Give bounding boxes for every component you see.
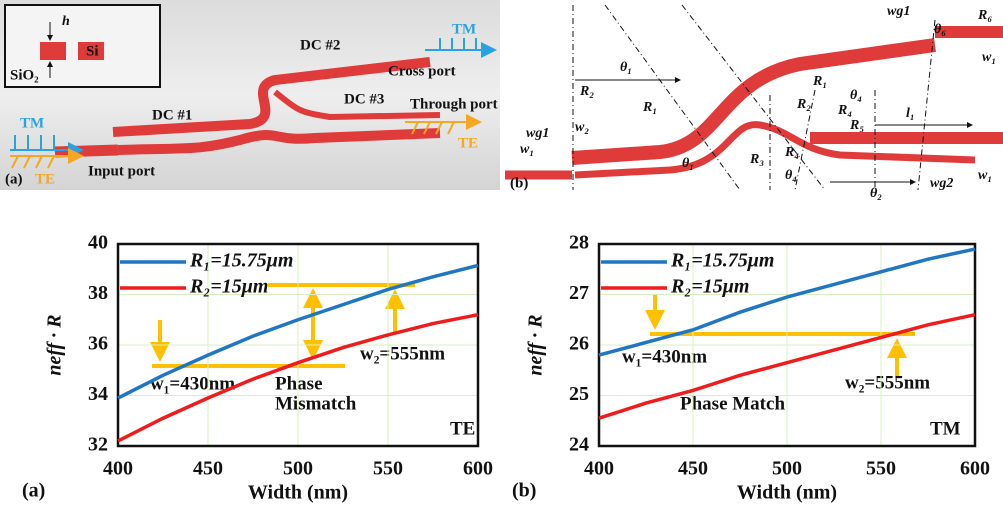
annotation: Phase Match xyxy=(680,393,785,414)
x-tick-label: 600 xyxy=(960,458,990,480)
y-axis-label: neff · R xyxy=(44,314,66,375)
y-tick-label: 32 xyxy=(88,434,108,456)
x-tick-label: 500 xyxy=(283,458,313,480)
y-tick-label: 36 xyxy=(88,333,108,355)
dimension-label: θ₁ xyxy=(620,60,632,75)
dimension-label: R₃ xyxy=(749,152,764,167)
y-axis-label: neff · R xyxy=(525,314,547,375)
y-tick-label: 25 xyxy=(569,383,589,405)
legend-label: R₁=15.75μm xyxy=(670,250,774,272)
panel-label: (b) xyxy=(512,480,536,502)
series-line xyxy=(598,247,976,357)
dimension-label: w₁ xyxy=(520,142,534,157)
mode-label: TM xyxy=(452,21,476,37)
waveguide xyxy=(117,128,441,155)
x-tick-label: 400 xyxy=(584,458,614,480)
dimension-label: wg1 xyxy=(526,126,549,141)
coupler-label: DC #2 xyxy=(300,37,340,53)
annotation: Mismatch xyxy=(275,393,357,414)
diagram-a: h Si SiO₂ TM TM TE TE Input port Cross p… xyxy=(0,0,500,190)
waveguide xyxy=(112,57,431,137)
diagram-b: wg1 θ₆ R₆ w₁ θ₁ R₂ R₁ wg1 w₂ w₁ θ₁ R₃ R₄… xyxy=(505,4,1003,201)
y-tick-label: 27 xyxy=(569,282,589,304)
x-tick-label: 400 xyxy=(103,458,133,480)
dimension-label: wg1 xyxy=(887,4,910,19)
dimension-label: l₁ xyxy=(906,106,915,121)
series-line xyxy=(598,312,976,420)
dimension-label: θ₄ xyxy=(785,168,797,183)
dimension-label: R₆ xyxy=(977,8,992,23)
dimension-label: R₁ xyxy=(642,100,657,115)
annotation: w₁=430nm xyxy=(622,346,707,367)
legend-label: R₂=15μm xyxy=(189,276,268,298)
panel-label: (a) xyxy=(22,480,45,502)
y-tick-label: 34 xyxy=(88,383,108,405)
dimension-label: θ₂ xyxy=(870,186,882,201)
waveguide xyxy=(571,38,936,165)
mode-ticks xyxy=(14,38,477,150)
chart: 400 450 500 550 600 24 25 26 27 28 R₁=15.75μm R₂=15… xyxy=(512,232,990,504)
series-line xyxy=(117,312,479,443)
port-label: Input port xyxy=(88,163,155,179)
x-tick-label: 550 xyxy=(373,458,403,480)
panel-label: (a) xyxy=(5,171,23,187)
y-tick-label: 26 xyxy=(569,333,589,355)
dimension-label: w₁ xyxy=(982,50,996,65)
legend-label: R₂=15μm xyxy=(670,276,749,298)
inset-label: SiO₂ xyxy=(10,67,39,83)
annotation: w₁=430nm xyxy=(150,373,235,394)
mode-ticks xyxy=(11,121,455,169)
y-tick-label: 24 xyxy=(569,434,589,456)
waveguide xyxy=(54,144,119,158)
plot-frame xyxy=(597,242,977,448)
y-tick-label: 40 xyxy=(88,232,108,254)
x-tick-label: 450 xyxy=(678,458,708,480)
annotation: TE xyxy=(450,418,475,439)
port-label: Through port xyxy=(410,96,498,112)
legend-label: R₁=15.75μm xyxy=(189,250,293,272)
mode-label: TE xyxy=(458,135,478,151)
annotation: w₂=555nm xyxy=(845,372,930,393)
x-tick-label: 550 xyxy=(866,458,896,480)
x-axis-label: Width (nm) xyxy=(248,482,348,504)
x-tick-label: 500 xyxy=(772,458,802,480)
coupler-label: DC #3 xyxy=(344,91,384,107)
x-axis-label: Width (nm) xyxy=(737,482,837,504)
x-tick-label: 450 xyxy=(193,458,223,480)
mode-label: TM xyxy=(20,115,44,131)
series-line xyxy=(117,263,479,400)
construction-lines xyxy=(572,4,973,191)
waveguide-section xyxy=(78,42,104,60)
dimension-label: θ₆ xyxy=(934,22,946,37)
plot-frame xyxy=(116,242,480,448)
dimension-label: θ₄ xyxy=(850,88,862,103)
dimension-label: R₂ xyxy=(579,84,594,99)
dimension-label: R₂ xyxy=(796,97,811,112)
y-tick-label: 38 xyxy=(88,282,108,304)
dimension-label: θ₁ xyxy=(682,156,694,171)
panel-label: (b) xyxy=(510,175,528,191)
waveguide xyxy=(574,121,976,179)
waveguide xyxy=(273,89,441,121)
dimension-label: R₅ xyxy=(849,118,864,133)
dimension-label: R₁ xyxy=(812,74,827,89)
dimension-label: wg2 xyxy=(930,176,953,191)
inset-label: h xyxy=(62,14,70,29)
dimension-label: R₄ xyxy=(837,103,852,118)
y-tick-label: 28 xyxy=(569,232,589,254)
dimension-label: w₂ xyxy=(575,120,589,135)
inset-label: Si xyxy=(86,43,99,59)
mode-label: TE xyxy=(35,171,55,187)
dimension-label: w₁ xyxy=(978,168,992,183)
annotation: TM xyxy=(930,418,961,439)
annotation: w₂=555nm xyxy=(360,343,445,364)
coupler-label: DC #1 xyxy=(152,107,192,123)
annotation: Phase xyxy=(275,373,323,394)
chart: 400 450 500 550 600 32 34 36 38 40 R₁=15.75μm R₂=15… xyxy=(22,232,493,504)
port-label: Cross port xyxy=(388,63,456,79)
waveguide-section xyxy=(40,42,66,60)
dimension-label: R₄ xyxy=(784,145,799,160)
x-tick-label: 600 xyxy=(463,458,493,480)
